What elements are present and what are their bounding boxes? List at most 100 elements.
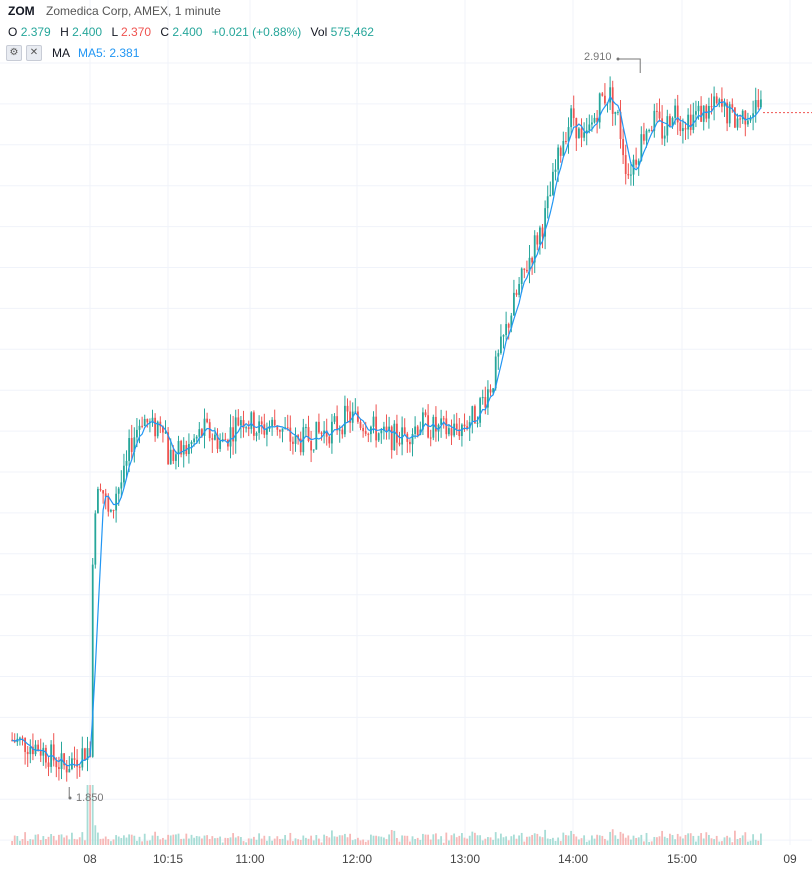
volume-bar [320, 842, 323, 845]
candle-body [554, 169, 557, 172]
volume-bar [432, 834, 435, 845]
candle-body [442, 418, 445, 420]
volume-bar [52, 835, 55, 845]
candle-body [713, 96, 716, 108]
candle-body [91, 564, 94, 757]
volume-bar [520, 832, 523, 845]
candle-body [107, 496, 110, 512]
indicator-name[interactable]: MA [52, 46, 70, 60]
volume-bar [526, 836, 528, 845]
volume-bar [76, 839, 79, 845]
volume-bar [294, 838, 297, 845]
candle-body [580, 128, 583, 138]
candle-body [203, 418, 206, 436]
volume-bar [510, 836, 513, 845]
volume-bar [416, 837, 419, 845]
settings-icon[interactable]: ⚙ [6, 45, 22, 61]
candle-body [539, 227, 541, 245]
volume-bar [591, 835, 593, 845]
symbol-label[interactable]: ZOM [8, 4, 35, 18]
volume-bar [489, 837, 492, 845]
candle-body [112, 509, 115, 511]
volume-bar [539, 836, 541, 845]
candle-body [479, 398, 482, 423]
candle-body [97, 488, 99, 514]
candle-body [533, 235, 536, 263]
volume-bar [172, 834, 175, 845]
volume-bar [588, 840, 591, 845]
volume-bar [741, 835, 744, 845]
volume-bar [476, 835, 479, 845]
volume-bar [297, 839, 300, 845]
volume-bar [760, 833, 762, 845]
volume-bar [721, 841, 723, 845]
candle-body [658, 111, 661, 119]
volume-bar [487, 837, 489, 845]
ohlc-readout: O 2.379 H 2.400 L 2.370 C 2.400 +0.021 (… [8, 25, 374, 39]
candle-body [344, 405, 346, 435]
volume-bar [37, 834, 40, 845]
volume-bar [253, 836, 255, 845]
x-tick-label: 09 [783, 852, 797, 866]
close-label: C [160, 25, 170, 39]
candle-body [266, 428, 268, 435]
volume-bar [640, 834, 643, 845]
volume-bar [377, 836, 380, 845]
volume-bar [169, 835, 172, 845]
candle-body [198, 429, 201, 437]
candle-body [188, 444, 190, 455]
candle-body [333, 416, 336, 422]
close-icon[interactable]: ✕ [26, 45, 42, 61]
candle-body [728, 104, 731, 124]
candle-body [510, 315, 513, 328]
candle-body [500, 336, 502, 354]
volume-bar [128, 834, 131, 845]
indicator-row: ⚙ ✕ MA MA5: 2.381 [6, 45, 139, 61]
candle-body [440, 418, 443, 425]
volume-bar [315, 835, 318, 845]
volume-bar [393, 830, 396, 845]
candle-body [630, 174, 632, 176]
volume-bar [468, 835, 471, 845]
close-value: 2.400 [172, 25, 203, 39]
volume-bar [34, 834, 37, 845]
volume-bar [136, 840, 138, 845]
candle-body [502, 335, 505, 337]
candle-body [47, 762, 50, 767]
candle-body [372, 416, 375, 427]
candle-body [240, 420, 242, 426]
candle-body [471, 406, 474, 423]
candle-body [115, 493, 118, 511]
volume-bar [21, 839, 24, 845]
candle-body [565, 141, 567, 143]
volume-bar [216, 837, 219, 845]
candle-body [635, 159, 638, 165]
volume-bar [68, 839, 71, 845]
candle-body [437, 424, 440, 432]
volume-bar [39, 839, 42, 845]
volume-bar [643, 841, 645, 845]
volume-bar [609, 831, 612, 845]
candle-body [416, 426, 419, 436]
candle-body [731, 104, 734, 108]
candle-body [182, 445, 185, 455]
candle-body [604, 95, 606, 104]
candle-body [151, 417, 154, 422]
candle-body [146, 418, 149, 423]
volume-bar [227, 838, 229, 845]
low-marker-label: 1.850 [76, 792, 104, 804]
volume-bar [237, 836, 240, 845]
candle-body [614, 111, 617, 114]
volume-bar [442, 842, 445, 845]
volume-bar [198, 836, 201, 845]
candle-body [679, 122, 682, 132]
volume-bar [232, 833, 235, 845]
volume-bar [695, 841, 697, 845]
candle-body [596, 117, 599, 123]
volume-bar [331, 830, 333, 845]
volume-bar [645, 832, 648, 845]
candle-body [292, 441, 294, 444]
extreme-marker-dot [68, 796, 72, 800]
volume-bar [130, 834, 133, 845]
